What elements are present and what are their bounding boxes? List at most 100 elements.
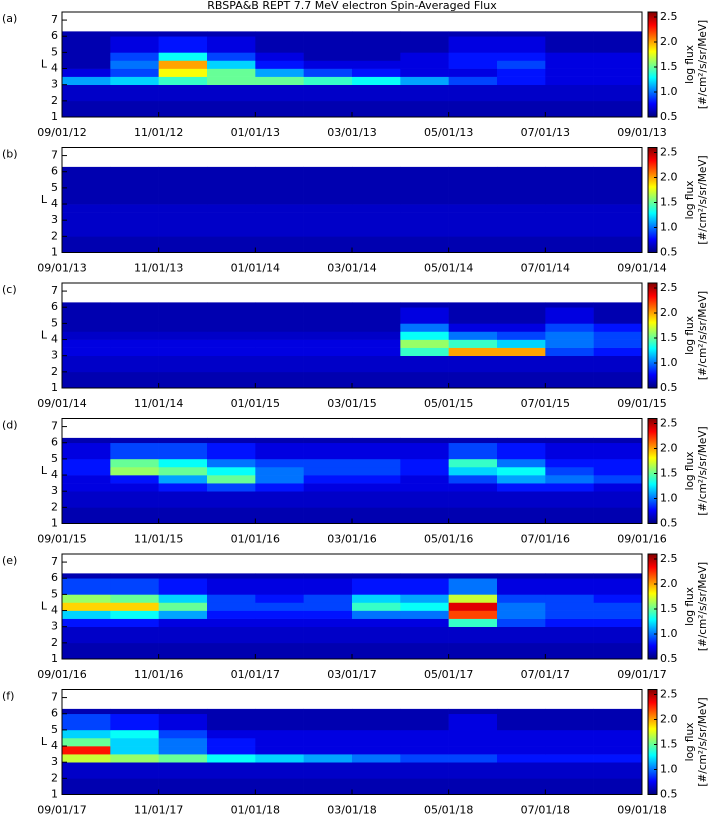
heatmap-cell: [593, 355, 643, 373]
heatmap-cell: [545, 642, 594, 660]
heatmap-cell: [158, 331, 208, 340]
heatmap-cell: [158, 339, 208, 348]
heatmap-cell: [110, 729, 159, 739]
heatmap-cell: [545, 458, 594, 468]
heatmap-cell: [255, 204, 304, 213]
heatmap-cell: [497, 371, 546, 389]
heatmap-cell: [158, 458, 208, 468]
heatmap-cell: [352, 713, 401, 731]
colorbar-tick-label: 2.5: [660, 10, 678, 23]
heatmap-cell: [255, 737, 304, 747]
heatmap-cell: [545, 729, 594, 739]
heatmap-cell: [207, 187, 256, 197]
heatmap-cell: [448, 31, 498, 37]
heatmap-cell: [545, 437, 594, 444]
heatmap-cell: [62, 355, 111, 373]
heatmap-cell: [593, 778, 643, 795]
heatmap-cell: [593, 331, 643, 340]
heatmap-cell: [352, 302, 401, 308]
heatmap-cell: [593, 36, 643, 53]
heatmap-cell: [593, 76, 643, 85]
heatmap-cell: [158, 437, 208, 444]
heatmap-cell: [255, 84, 304, 102]
heatmap-cell: [448, 708, 498, 715]
heatmap-cell: [352, 507, 401, 524]
heatmap-cell: [448, 762, 498, 779]
heatmap-cell: [158, 778, 208, 795]
heatmap-cell: [303, 212, 353, 221]
heatmap-cell: [497, 466, 546, 476]
y-tick-label: 6: [51, 300, 58, 313]
heatmap-cell: [255, 355, 304, 373]
heatmap-cell: [158, 68, 208, 77]
heatmap-cell: [545, 68, 594, 77]
heatmap-cell: [400, 762, 449, 779]
heatmap-cell: [255, 331, 304, 340]
heatmap-cell: [497, 302, 546, 308]
heatmap-cell: [303, 171, 353, 189]
heatmap-cell: [303, 355, 353, 373]
heatmap-cell: [545, 491, 594, 508]
heatmap-cell: [158, 371, 208, 389]
heatmap-cell: [448, 754, 498, 763]
heatmap-cell: [62, 626, 111, 644]
heatmap-cell: [303, 31, 353, 37]
heatmap-cell: [352, 371, 401, 389]
heatmap-cell: [110, 52, 159, 61]
heatmap-cell: [352, 36, 401, 53]
heatmap-cell: [448, 52, 498, 61]
heatmap-cell: [400, 84, 449, 102]
heatmap-cell: [448, 212, 498, 221]
x-tick-label: 05/01/16: [424, 533, 473, 546]
colorbar: [647, 11, 658, 118]
heatmap-cell: [158, 171, 208, 189]
heatmap-cell: [207, 31, 256, 37]
heatmap-cell: [207, 355, 256, 373]
heatmap-cell: [593, 347, 643, 356]
heatmap-cell: [545, 323, 594, 332]
heatmap-cell: [593, 302, 643, 308]
heatmap-cell: [255, 323, 304, 332]
heatmap-cell: [352, 708, 401, 715]
heatmap-cell: [158, 204, 208, 213]
heatmap-cell: [593, 212, 643, 221]
heatmap-cell: [448, 573, 498, 579]
heatmap-cell: [255, 52, 304, 61]
heatmap-cell: [545, 737, 594, 747]
heatmap-cell: [62, 347, 111, 356]
heatmap-cell: [303, 737, 353, 747]
colorbar-tick-label: 1.0: [660, 763, 678, 776]
heatmap-cell: [400, 626, 449, 644]
heatmap-cell: [303, 729, 353, 739]
colorbar-tick-label: 1.0: [660, 85, 678, 98]
heatmap-cell: [110, 618, 159, 627]
y-tick-label: 7: [51, 13, 58, 26]
heatmap-cell: [400, 442, 449, 460]
heatmap-cell: [207, 713, 256, 731]
heatmap-cell: [255, 307, 304, 324]
heatmap-cell: [352, 187, 401, 197]
y-tick-label: 7: [51, 555, 58, 568]
colorbar-label: log flux: [684, 452, 696, 491]
heatmap-cell: [207, 60, 256, 69]
heatmap-cell: [400, 642, 449, 660]
heatmap-cell: [303, 331, 353, 340]
colorbar-tick-label: 2.0: [660, 35, 678, 48]
heatmap-cell: [158, 31, 208, 37]
heatmap-cell: [352, 610, 401, 619]
heatmap-cell: [497, 442, 546, 460]
heatmap-cell: [352, 339, 401, 348]
heatmap-cell: [352, 323, 401, 332]
x-tick-label: 09/01/16: [617, 533, 666, 546]
x-tick-label: 05/01/17: [424, 668, 473, 681]
heatmap-cell: [62, 437, 111, 444]
heatmap-cell: [497, 578, 546, 595]
heatmap-cell: [448, 578, 498, 595]
heatmap-cell: [158, 212, 208, 221]
heatmap-cell: [400, 437, 449, 444]
y-axis-label: L: [41, 464, 48, 477]
heatmap-cell: [303, 594, 353, 603]
heatmap-cell: [303, 754, 353, 763]
heatmap-cell: [352, 307, 401, 324]
heatmap-cell: [303, 60, 353, 69]
